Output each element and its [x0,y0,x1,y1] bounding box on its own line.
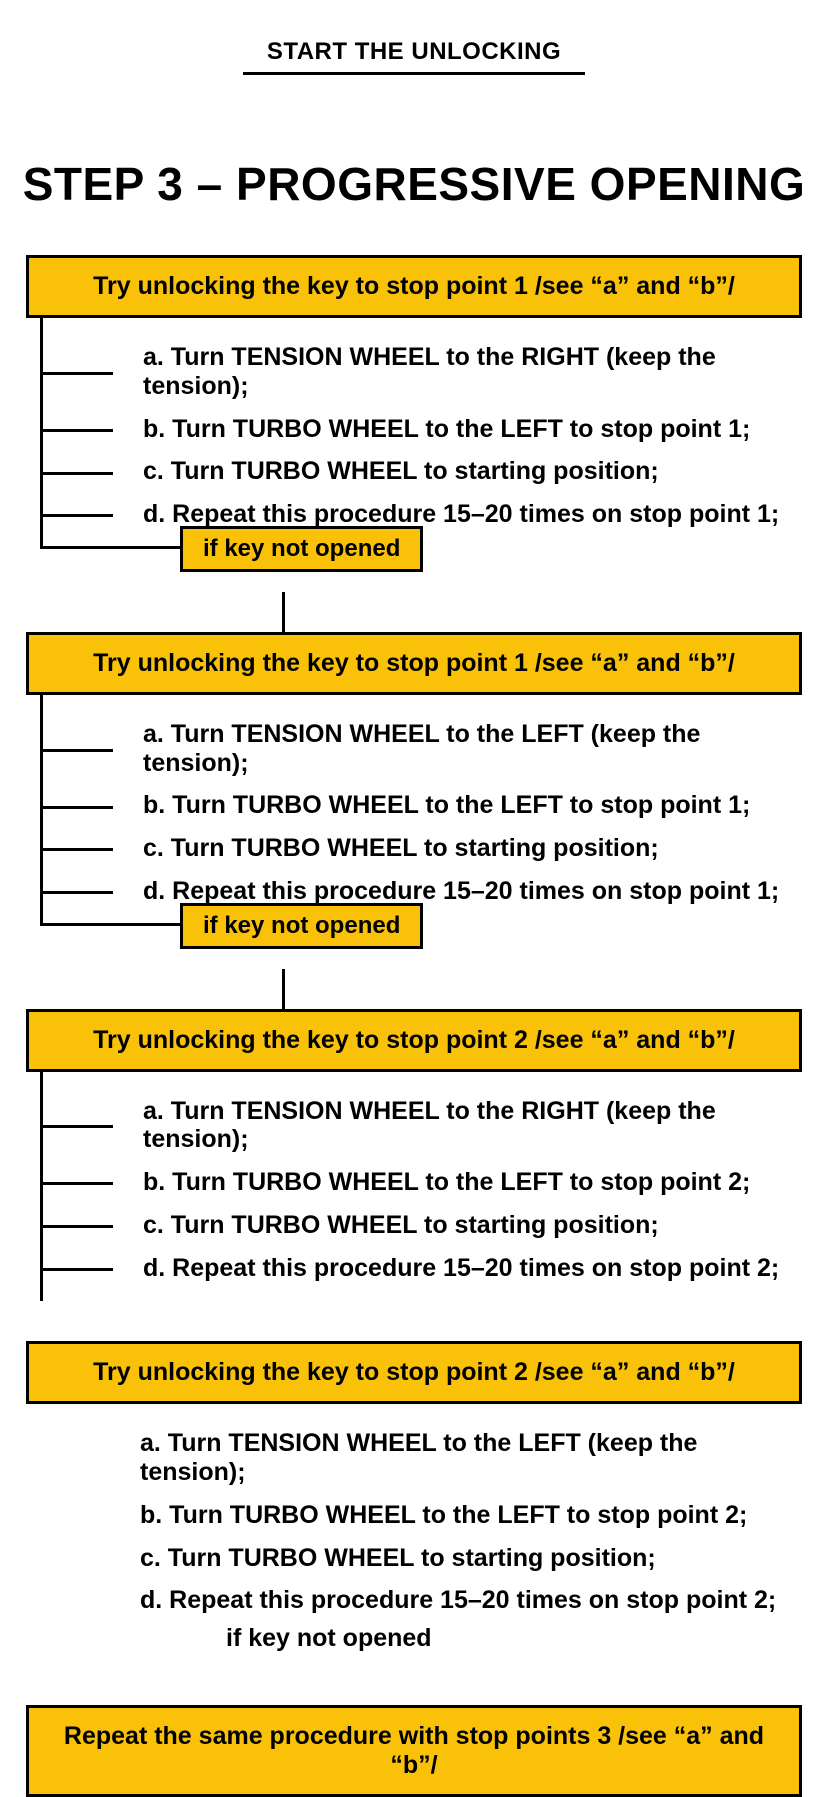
flow-block: Try unlocking the key to stop point 1 /s… [26,255,802,632]
step-item: a. Turn TENSION WHEEL to the LEFT (keep … [143,713,802,785]
down-connector [26,975,802,1009]
flow-container: Try unlocking the key to stop point 1 /s… [0,255,828,1797]
flow-block: Try unlocking the key to stop point 2 /s… [26,1341,802,1665]
final-banner: Repeat the same procedure with stop poin… [26,1705,802,1797]
steps-list: a. Turn TENSION WHEEL to the RIGHT (keep… [40,1072,802,1302]
step-item: c. Turn TURBO WHEEL to starting position… [143,827,802,870]
step-item: a. Turn TENSION WHEEL to the RIGHT (keep… [143,1090,802,1162]
step-item: c. Turn TURBO WHEEL to starting position… [143,1204,802,1247]
result-connector: if key not opened [40,925,802,975]
header-label: START THE UNLOCKING [243,38,585,75]
result-connector: if key not opened [40,548,802,598]
banner: Try unlocking the key to stop point 1 /s… [26,255,802,318]
step-item: b. Turn TURBO WHEEL to the LEFT to stop … [143,408,802,451]
page-title: STEP 3 – PROGRESSIVE OPENING [0,157,828,211]
banner: Try unlocking the key to stop point 2 /s… [26,1341,802,1404]
step-item: b. Turn TURBO WHEEL to the LEFT to stop … [143,1161,802,1204]
step-item: d. Repeat this procedure 15–20 times on … [143,1247,802,1290]
result-pill: if key not opened [180,526,423,572]
step-item: c. Turn TURBO WHEEL to starting position… [143,450,802,493]
result-pill: if key not opened [180,903,423,949]
result-text: if key not opened [226,1622,802,1653]
step-item: a. Turn TENSION WHEEL to the LEFT (keep … [140,1422,802,1494]
spacer [26,1665,802,1705]
step-item: a. Turn TENSION WHEEL to the RIGHT (keep… [143,336,802,408]
steps-list: a. Turn TENSION WHEEL to the LEFT (keep … [40,1404,802,1665]
header: START THE UNLOCKING [0,0,828,75]
steps-list: a. Turn TENSION WHEEL to the LEFT (keep … [40,695,802,925]
banner: Try unlocking the key to stop point 1 /s… [26,632,802,695]
steps-list: a. Turn TENSION WHEEL to the RIGHT (keep… [40,318,802,548]
step-item: b. Turn TURBO WHEEL to the LEFT to stop … [143,784,802,827]
spacer [26,1301,802,1341]
step-item: c. Turn TURBO WHEEL to starting position… [140,1537,802,1580]
step-item: b. Turn TURBO WHEEL to the LEFT to stop … [140,1494,802,1537]
flow-block: Try unlocking the key to stop point 1 /s… [26,632,802,1009]
banner: Try unlocking the key to stop point 2 /s… [26,1009,802,1072]
flow-block: Try unlocking the key to stop point 2 /s… [26,1009,802,1302]
step-item: d. Repeat this procedure 15–20 times on … [140,1579,802,1622]
down-connector [26,598,802,632]
